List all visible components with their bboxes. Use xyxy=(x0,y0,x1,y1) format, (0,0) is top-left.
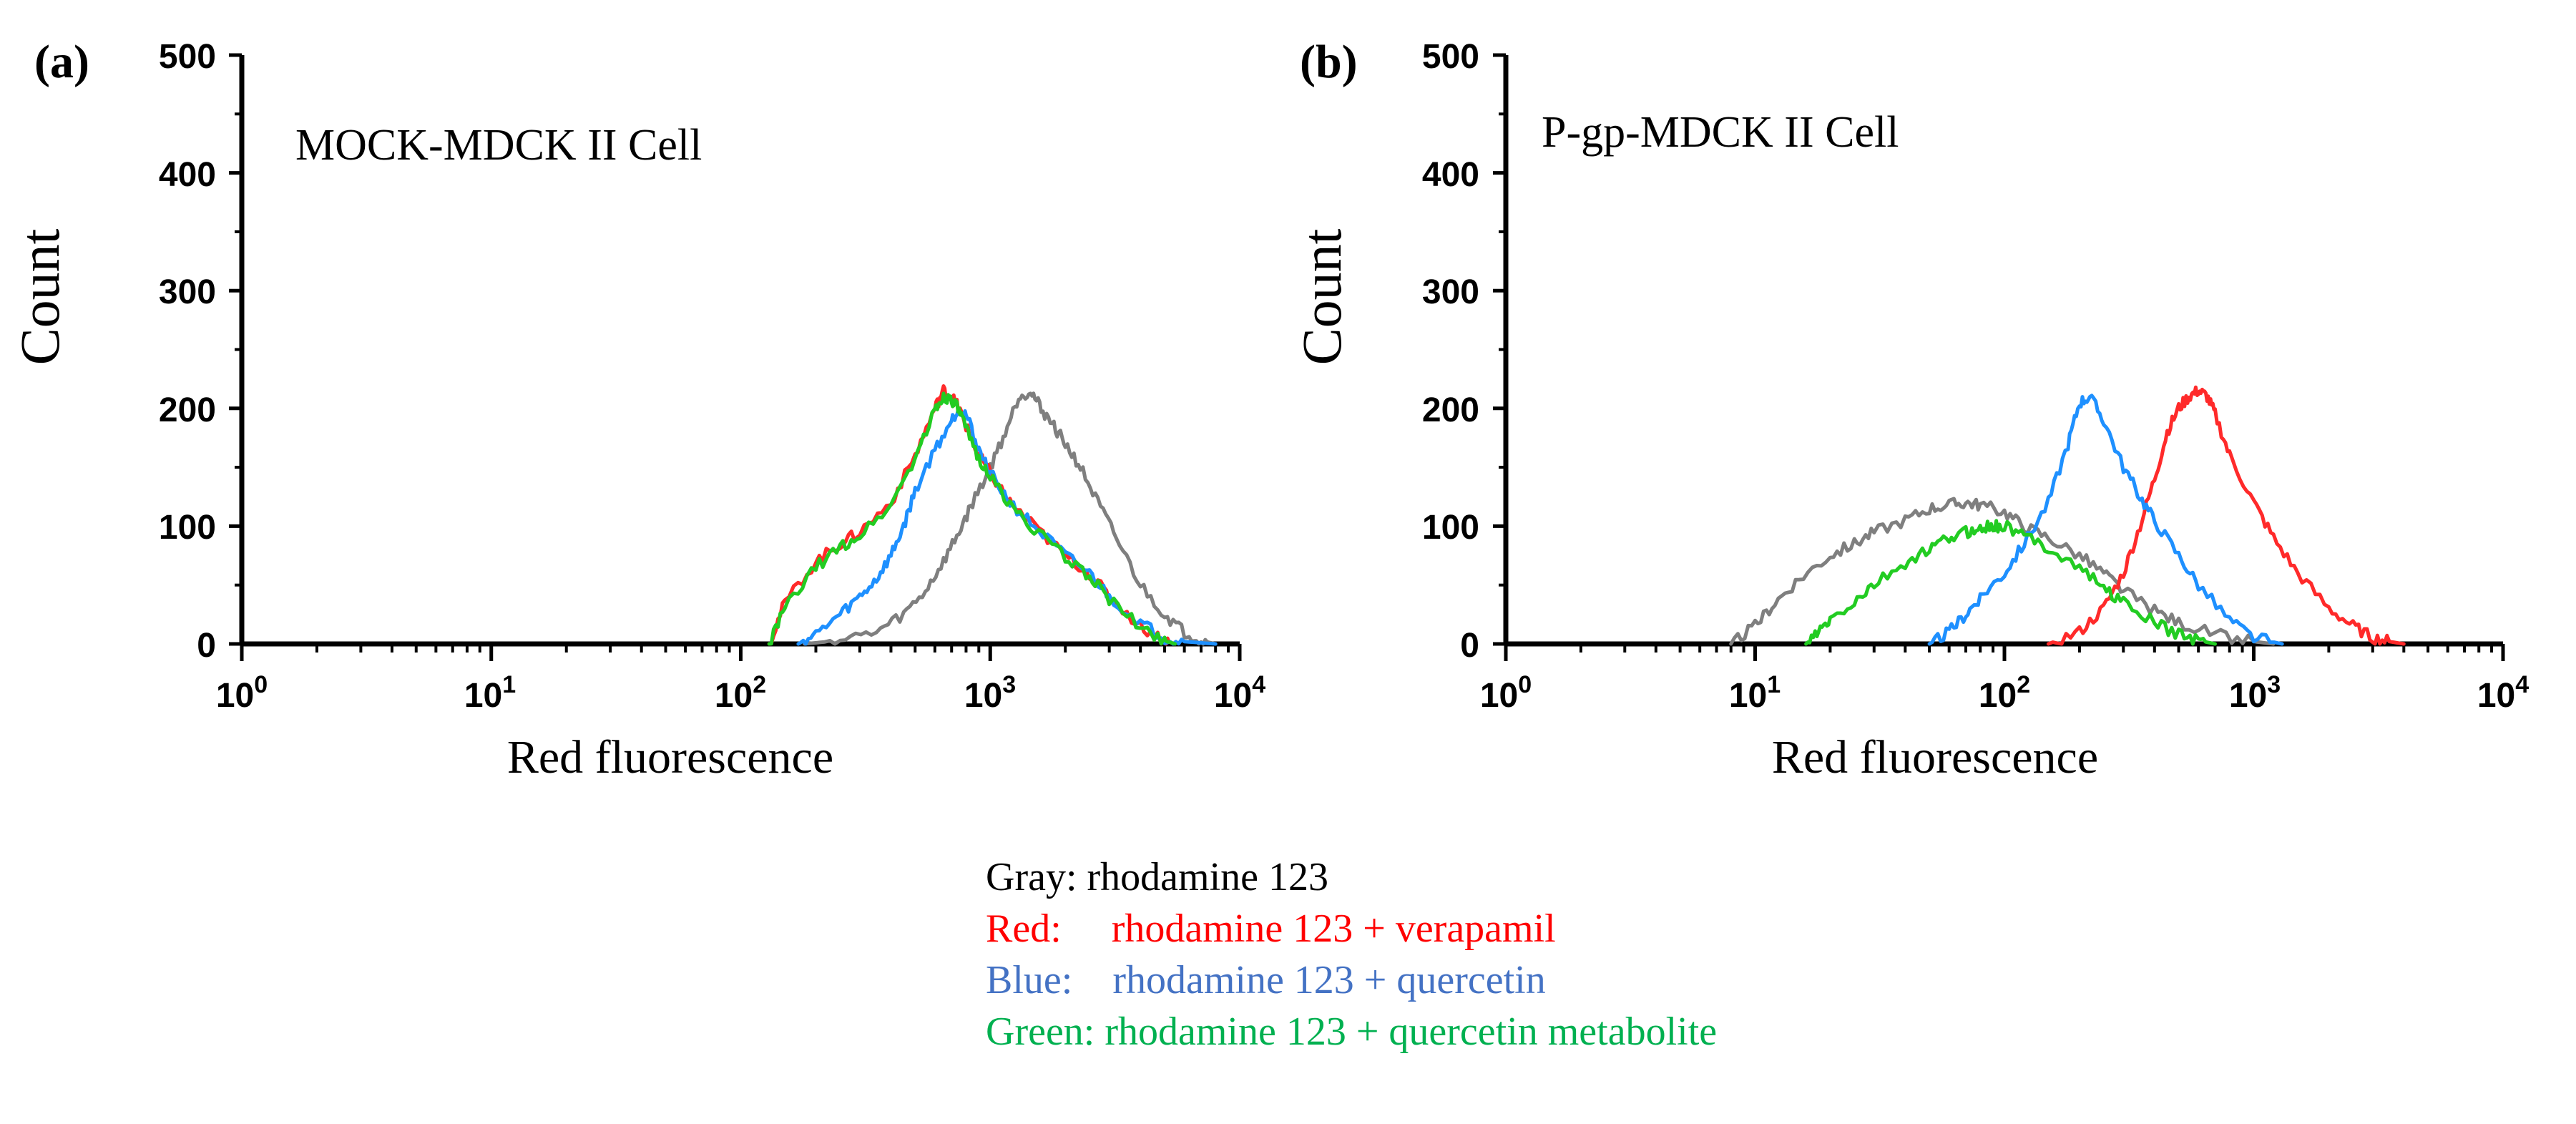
x-tick-base: 10 xyxy=(964,677,1002,715)
series-line-gray xyxy=(803,391,1218,646)
x-tick-label: 103 xyxy=(2229,671,2281,715)
x-tick-base: 10 xyxy=(1214,677,1252,715)
y-tick-label: 400 xyxy=(159,156,216,194)
x-tick-base: 10 xyxy=(464,677,502,715)
legend-item-blue: Blue: rhodamine 123 + quercetin xyxy=(986,954,2130,1006)
y-tick-label: 300 xyxy=(1422,273,1479,311)
series-line-blue xyxy=(1927,394,2284,646)
y-axis-label: Count xyxy=(9,228,71,365)
x-tick-exponent: 0 xyxy=(254,671,268,698)
panel-annotation: P-gp-MDCK II Cell xyxy=(1542,108,1899,157)
series-line-blue xyxy=(796,409,1218,646)
series-line-gray xyxy=(1729,497,2276,646)
x-tick-base: 10 xyxy=(1729,677,1767,715)
x-tick-exponent: 0 xyxy=(1518,671,1532,698)
legend-key: Gray: xyxy=(986,855,1087,899)
x-tick-exponent: 4 xyxy=(1252,671,1265,698)
x-tick-exponent: 3 xyxy=(2267,671,2281,698)
legend-item-gray: Gray: rhodamine 123 xyxy=(986,851,2130,903)
legend-text: rhodamine 123 xyxy=(1087,855,1328,899)
series-line-red xyxy=(2046,385,2406,646)
y-tick-label: 500 xyxy=(1422,38,1479,76)
x-tick-labels: 100 101 102 103 104 xyxy=(216,671,1265,715)
x-tick-base: 10 xyxy=(2229,677,2267,715)
chart-panel-a: (a) Count MOCK-MDCK II Cell Red fluoresc… xyxy=(9,36,1265,783)
legend-key: Green: xyxy=(986,1010,1105,1054)
legend-key: Blue: xyxy=(986,958,1113,1002)
x-tick-label: 100 xyxy=(1480,671,1532,715)
y-tick-label: 200 xyxy=(159,391,216,429)
y-tick-label: 0 xyxy=(197,627,216,665)
y-tick-label: 200 xyxy=(1422,391,1479,429)
y-tick-labels: 0 100 200 300 400 500 xyxy=(159,38,216,665)
x-axis-label: Red fluorescence xyxy=(507,731,833,783)
x-tick-exponent: 2 xyxy=(2017,671,2030,698)
y-tick-label: 100 xyxy=(159,509,216,547)
chart-panel-b: (b) Count P-gp-MDCK II Cell Red fluoresc… xyxy=(1291,36,2529,783)
legend-text: rhodamine 123 + quercetin xyxy=(1112,958,1546,1002)
legend-text: rhodamine 123 + verapamil xyxy=(1111,906,1556,951)
x-tick-label: 101 xyxy=(464,671,516,715)
y-tick-labels: 0 100 200 300 400 500 xyxy=(1422,38,1479,665)
x-tick-label: 101 xyxy=(1729,671,1781,715)
x-tick-base: 10 xyxy=(216,677,254,715)
panel-label: (b) xyxy=(1300,36,1358,88)
y-tick-label: 100 xyxy=(1422,509,1479,547)
y-axis-label: Count xyxy=(1291,228,1353,365)
x-tick-exponent: 2 xyxy=(753,671,766,698)
y-tick-label: 300 xyxy=(159,273,216,311)
panel-annotation: MOCK-MDCK II Cell xyxy=(295,121,702,170)
x-axis-label: Red fluorescence xyxy=(1772,731,2098,783)
x-tick-exponent: 3 xyxy=(1002,671,1016,698)
y-tick-label: 400 xyxy=(1422,156,1479,194)
legend-item-red: Red: rhodamine 123 + verapamil xyxy=(986,903,2130,954)
x-tick-label: 102 xyxy=(715,671,766,715)
series-line-green xyxy=(1804,519,2217,646)
legend-item-green: Green: rhodamine 123 + quercetin metabol… xyxy=(986,1006,2130,1057)
x-tick-label: 102 xyxy=(1979,671,2030,715)
legend-text: rhodamine 123 + quercetin metabolite xyxy=(1105,1010,1718,1054)
x-tick-label: 104 xyxy=(2477,671,2529,715)
x-tick-base: 10 xyxy=(1979,677,2017,715)
x-tick-labels: 100 101 102 103 104 xyxy=(1480,671,2529,715)
x-tick-exponent: 1 xyxy=(1767,671,1781,698)
x-tick-label: 100 xyxy=(216,671,268,715)
x-tick-exponent: 4 xyxy=(2515,671,2529,698)
x-tick-label: 103 xyxy=(964,671,1016,715)
y-tick-label: 0 xyxy=(1460,627,1479,665)
x-tick-exponent: 1 xyxy=(502,671,516,698)
x-tick-base: 10 xyxy=(715,677,753,715)
x-tick-base: 10 xyxy=(2477,677,2515,715)
x-tick-base: 10 xyxy=(1480,677,1518,715)
x-tick-label: 104 xyxy=(1214,671,1265,715)
legend: Gray: rhodamine 123 Red: rhodamine 123 +… xyxy=(986,851,2130,1057)
panel-label: (a) xyxy=(34,36,89,88)
legend-key: Red: xyxy=(986,906,1112,951)
y-tick-label: 500 xyxy=(159,38,216,76)
series-line-green xyxy=(767,391,1177,646)
